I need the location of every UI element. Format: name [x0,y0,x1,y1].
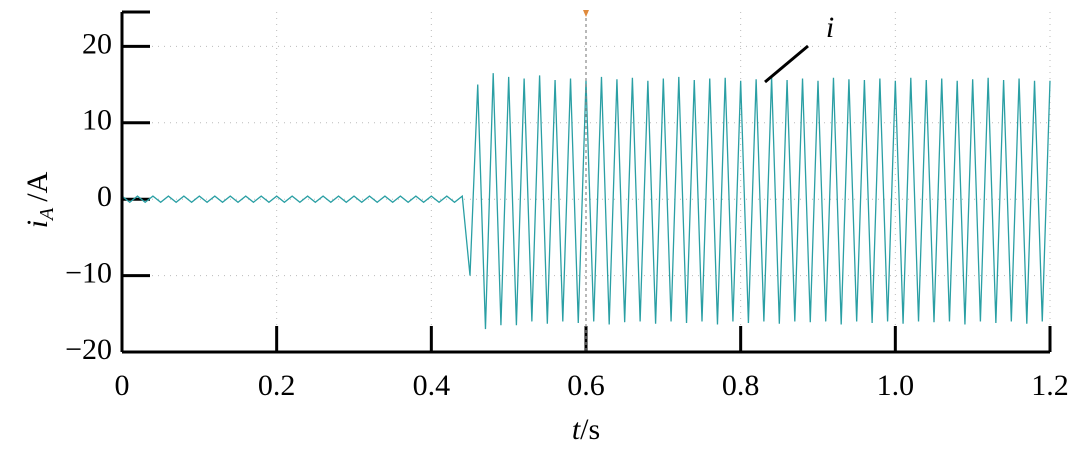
x-tick-label: 0.2 [258,369,296,402]
y-axis-label: iA/A [21,171,58,228]
x-tick-label: 0.6 [567,369,605,402]
y-tick-label: 20 [82,27,112,60]
annotation: i [826,11,834,44]
y-label-var: i [21,220,54,228]
y-tick-label: −20 [65,333,112,366]
y-tick-label: 10 [82,104,112,137]
x-label-var: t [572,413,581,446]
cursor-marker [583,10,589,17]
x-tick-label: 1.0 [877,369,915,402]
x-tick-label: 0 [115,369,130,402]
y-label-sub: A [36,207,58,222]
x-tick-label: 0.4 [413,369,451,402]
x-label-unit: /s [580,413,600,446]
y-tick-label: −10 [65,256,112,289]
x-tick-label: 0.8 [722,369,760,402]
y-label-unit: /A [21,171,54,201]
x-axis-label: t/s [572,413,600,446]
y-tick-label: 0 [97,180,112,213]
x-tick-label: 1.2 [1031,369,1069,402]
annotation-leader [764,44,809,84]
